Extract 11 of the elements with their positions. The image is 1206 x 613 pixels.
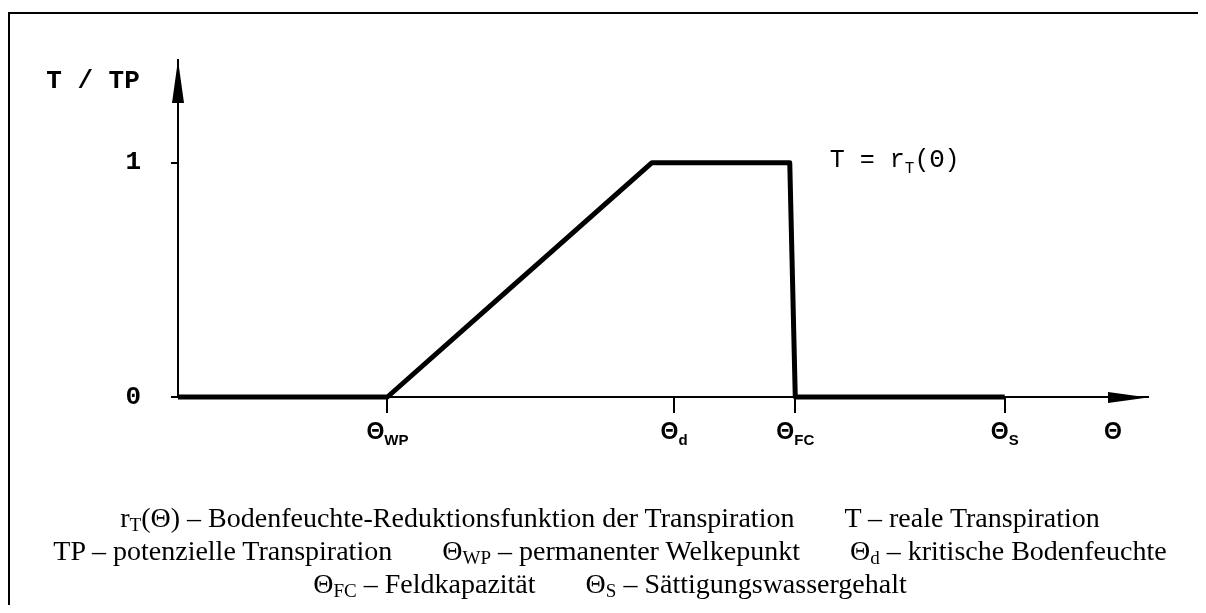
y-tick-label: 0 (125, 381, 141, 412)
text: r$_{T}$(Θ) – Bodenfeuchte-Reduktionsfunktion der Transpiration (120, 501, 795, 536)
text: Θ$_{S}$ – Sättigungswassergehalt (585, 567, 907, 602)
text: TP – potenzielle Transpiration (53, 534, 393, 567)
y-tick-label: 1 (125, 147, 141, 178)
y-axis-title: T / TP (46, 66, 140, 97)
text: Θ$_{FC}$ – Feldkapazität (313, 567, 536, 602)
text: T – reale Transpiration (844, 501, 1100, 534)
text: Θ$_{WP}$ – permanenter Welkepunkt (442, 534, 800, 569)
text: Θ$_{d}$ – kritische Bodenfeuchte (849, 534, 1167, 569)
x-axis-title: Θ (1104, 418, 1122, 445)
